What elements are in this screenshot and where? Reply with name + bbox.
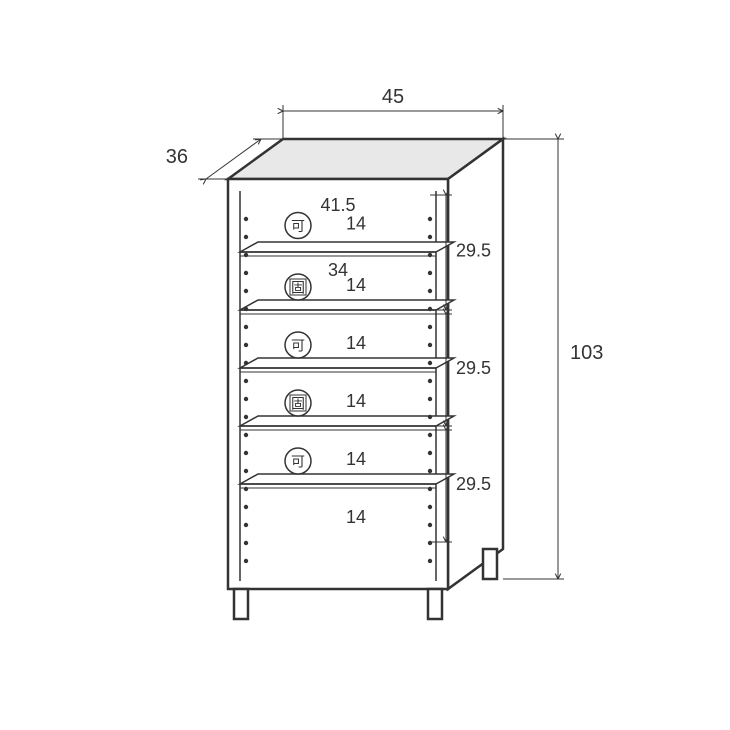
shelf <box>240 474 454 484</box>
dim-pair-h: 29.5 <box>456 241 491 261</box>
shelf <box>240 300 454 310</box>
dim-width: 45 <box>382 86 404 108</box>
dim-pair-h: 29.5 <box>456 474 491 494</box>
badge-glyph: 可 <box>291 218 305 234</box>
dim-inner-width: 41.5 <box>320 195 355 215</box>
badge-glyph: 固 <box>291 280 305 296</box>
furniture-diagram: 453610341.5可1434固1429.5可14固1429.5可141429… <box>0 0 730 730</box>
dim-inner-width: 34 <box>328 260 348 280</box>
dim-shelf-h: 14 <box>346 333 366 353</box>
cabinet-front <box>228 179 448 589</box>
dim-shelf-h: 14 <box>346 214 366 234</box>
dim-height: 103 <box>570 342 603 364</box>
dim-shelf-h: 14 <box>346 507 366 527</box>
dim-shelf-h: 14 <box>346 449 366 469</box>
badge-glyph: 可 <box>291 454 305 470</box>
badge-glyph: 固 <box>291 396 305 412</box>
dim-pair-h: 29.5 <box>456 358 491 378</box>
shelf <box>240 242 454 252</box>
shelf <box>240 416 454 426</box>
dim-shelf-h: 14 <box>346 275 366 295</box>
shelf <box>240 358 454 368</box>
dim-depth: 36 <box>166 146 188 168</box>
badge-glyph: 可 <box>291 338 305 354</box>
dim-shelf-h: 14 <box>346 391 366 411</box>
